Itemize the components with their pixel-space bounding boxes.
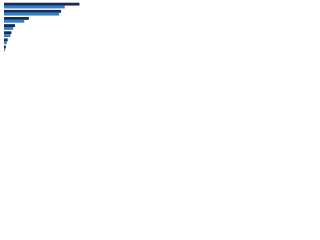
chart (4, 2, 80, 52)
bar (4, 19, 25, 23)
bar (4, 5, 65, 9)
bar (4, 12, 60, 16)
bar (4, 24, 16, 27)
bar (4, 48, 5, 52)
bar (4, 34, 11, 37)
bar (4, 31, 12, 35)
bar (4, 17, 29, 20)
bar (4, 38, 8, 42)
bar (4, 45, 6, 49)
bar (4, 2, 80, 6)
bar (4, 41, 7, 45)
bar (4, 27, 14, 30)
bar (4, 9, 62, 13)
page: {"chart_data": {"type": "hbar", "categor… (0, 0, 100, 71)
